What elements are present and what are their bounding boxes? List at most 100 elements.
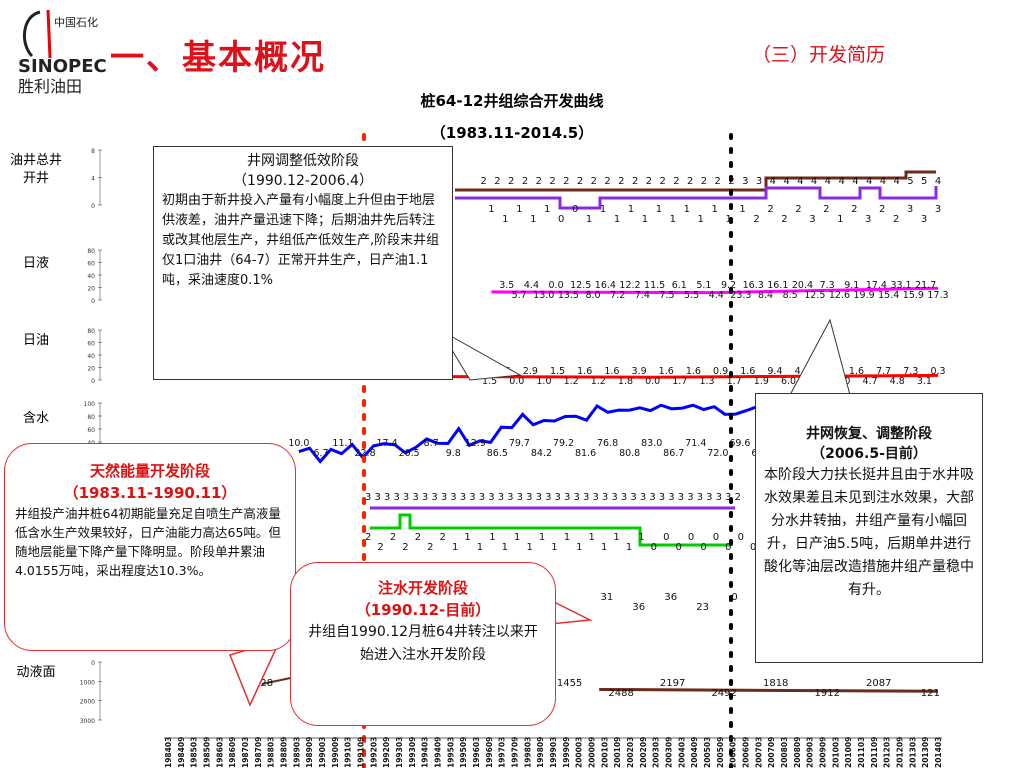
wells-open-label: 1: [837, 214, 843, 225]
injection-total-label: 3: [517, 492, 523, 503]
fluid-level-label: 2197: [660, 678, 685, 689]
liquid-label: 33.1: [890, 280, 911, 291]
liquid-label: 3.5: [499, 280, 514, 291]
oil-label: 1.0: [536, 376, 551, 387]
wells-open-label: 1: [739, 204, 745, 215]
oil-ytick: 0: [91, 378, 95, 385]
injection-total-label: 3: [403, 492, 409, 503]
water-cut-label: 20.5: [399, 448, 420, 459]
injection-open-label: 2: [415, 532, 421, 543]
injection-total-label: 3: [498, 492, 504, 503]
wells-open-label: 3: [935, 204, 941, 215]
injection-total-label: 3: [488, 492, 494, 503]
x-tick-label: 199903: [549, 737, 558, 768]
wells-total-label: 4: [770, 176, 776, 187]
oil-label: 1.8: [618, 376, 633, 387]
callout-water-text: 井组自1990.12月桩64井转注以来开始进入注水开发阶段: [308, 624, 538, 663]
oil-label: 4.7: [863, 376, 878, 387]
injection-volume-label: 36: [664, 592, 677, 603]
liquid-label: 7.5: [659, 290, 674, 301]
fluid_level-ytick: 1000: [80, 679, 95, 686]
injection-open-line: [370, 513, 730, 547]
wells-total-line: [455, 170, 936, 192]
liquid-label: 17.4: [866, 280, 887, 291]
callout-water-injection: 注水开发阶段 （1990.12-目前） 井组自1990.12月桩64井转注以来开…: [290, 562, 556, 726]
sinopec-logo: 中国石化 SINOPEC 胜利油田: [18, 9, 107, 96]
x-tick-label: 198403: [164, 737, 173, 768]
row-label-oil: 日油: [22, 333, 49, 348]
x-tick-label: 200809: [793, 737, 802, 768]
injection-open-label: 0: [700, 542, 706, 553]
oil-label: 1.9: [754, 376, 769, 387]
fluid-level-label: 1912: [815, 688, 840, 699]
wells-open-label: 3: [809, 214, 815, 225]
injection-total-label: 3: [602, 492, 608, 503]
injection-total-label: 3: [384, 492, 390, 503]
injection-total-label: 3: [441, 492, 447, 503]
injection-open-label: 0: [663, 532, 669, 543]
liquid-label: 5.5: [684, 290, 699, 301]
oil-label: 6.0: [781, 376, 796, 387]
chart-grid: 0480204060800204060802040608010001000200…: [80, 148, 102, 725]
wells-open-label: 1: [600, 204, 606, 215]
injection-open-label: 0: [750, 542, 756, 553]
x-tick-label: 200103: [600, 737, 609, 768]
oil-label: 1.6: [849, 366, 864, 377]
injection-open-label: 1: [551, 542, 557, 553]
oil-label: 1.7: [727, 376, 742, 387]
water-cut-label: 22.8: [354, 448, 375, 459]
water-cut-label: 79.2: [553, 438, 574, 449]
injection-total-label: 3: [412, 492, 418, 503]
water-cut-label: 81.6: [575, 448, 596, 459]
row-label-fluid-level: 动液面: [16, 665, 56, 680]
wells-total-label: 3: [756, 176, 762, 187]
oil-label: 1.3: [699, 376, 714, 387]
x-tick-label: 199709: [511, 737, 520, 768]
wells-open-label: 1: [628, 204, 634, 215]
injection-open-label: 1: [452, 542, 458, 553]
x-tick-label: 199403: [421, 737, 430, 768]
injection-total-label: 3: [697, 492, 703, 503]
x-tick-label: 200803: [780, 737, 789, 768]
callout-phase2-period: （1990.12-2006.4）: [233, 173, 373, 189]
callout-phase2-heading: 井网调整低效阶段: [247, 153, 359, 169]
injection-open-label: 1: [514, 532, 520, 543]
section-title: （三）开发简历: [752, 44, 886, 66]
liquid-ytick: 0: [91, 298, 95, 305]
x-tick-label: 200209: [639, 737, 648, 768]
x-tick-label: 198809: [280, 737, 289, 768]
injection-open-label: 1: [539, 532, 545, 543]
fluid-level-label: 1455: [557, 678, 582, 689]
x-tick-label: 200003: [575, 737, 584, 768]
injection-open-label: 2: [427, 542, 433, 553]
oil-label: 0.9: [713, 366, 728, 377]
oil-label: 7.7: [876, 366, 891, 377]
oil-ytick: 20: [87, 366, 95, 373]
wells-total-label: 2: [508, 176, 514, 187]
x-tick-label: 200303: [652, 737, 661, 768]
injection-total-label: 3: [592, 492, 598, 503]
liquid-label: 11.5: [644, 280, 665, 291]
liquid-label: 21.7: [915, 280, 936, 291]
fluid-level-line: [599, 688, 939, 693]
liquid-label: 12.2: [619, 280, 640, 291]
water-cut-label: 86.5: [487, 448, 508, 459]
liquid-label: 8.5: [783, 290, 798, 301]
fluid_level-ytick: 3000: [80, 718, 95, 725]
injection-open-label: 2: [390, 532, 396, 543]
wells-total-label: 2: [673, 176, 679, 187]
wells-open-label: 3: [907, 204, 913, 215]
oil-label: 1.7: [672, 376, 687, 387]
callout-phase3: 井网恢复、调整阶段 （2006.5-目前） 本阶段大力扶长挺井且由于水井吸水效果…: [755, 393, 983, 663]
x-tick-label: 199409: [434, 737, 443, 768]
x-tick-label: 199909: [562, 737, 571, 768]
x-tick-label: 199203: [369, 737, 378, 768]
wells-open-label: 1: [502, 214, 508, 225]
water-cut-label: 79.7: [509, 438, 530, 449]
water-cut-label: 71.4: [685, 438, 706, 449]
wells-open-label: 2: [795, 204, 801, 215]
liquid-label: 19.9: [854, 290, 875, 301]
x-tick-label: 201109: [870, 737, 879, 768]
x-tick-label: 198803: [267, 737, 276, 768]
wells-total-label: 4: [866, 176, 872, 187]
